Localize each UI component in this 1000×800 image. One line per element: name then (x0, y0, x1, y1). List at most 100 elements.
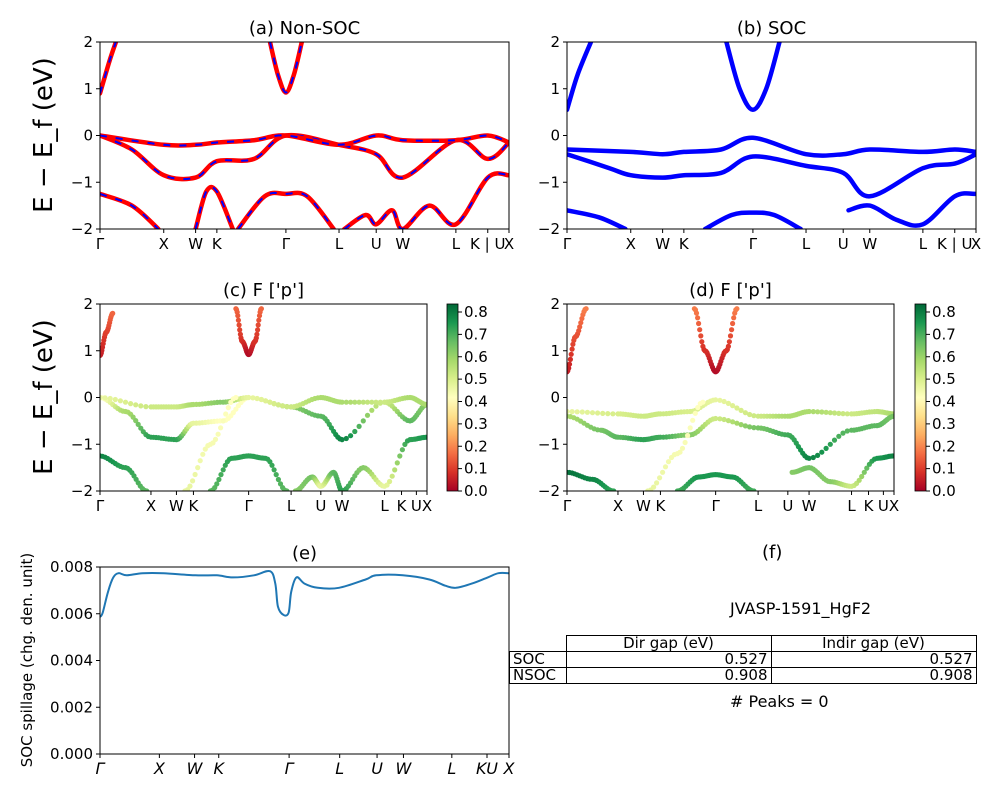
band-point (815, 409, 821, 415)
band-point (727, 333, 734, 339)
band-point (218, 472, 224, 478)
xtick-label: L (452, 235, 461, 253)
nsoc-indir-gap: 0.908 (770, 667, 977, 684)
ytick-label: 1 (550, 342, 560, 360)
panel-title-b: (b) SOC (737, 18, 806, 39)
band-point (424, 434, 427, 440)
colorbar-label: 0.6 (464, 348, 488, 366)
xtick-label: U (371, 759, 383, 778)
row-label-soc: SOC (509, 651, 567, 668)
panel-title-d: (d) F ['p'] (689, 280, 772, 301)
band-point (713, 397, 719, 403)
colorbar-label: 0.3 (932, 415, 956, 433)
band-point (891, 453, 894, 459)
band-point (738, 407, 744, 413)
band-point (836, 410, 842, 416)
band-point (742, 423, 749, 429)
band-point (699, 339, 705, 345)
band-point (665, 459, 672, 465)
colorbar-label: 0.0 (932, 482, 956, 500)
soc-dir-gap: 0.527 (565, 651, 772, 668)
band-point (747, 424, 753, 430)
band-point (235, 313, 241, 319)
band-point (107, 395, 113, 402)
xtick-label: X (159, 235, 169, 253)
band-point (697, 327, 703, 333)
band-point (267, 399, 273, 405)
band-point (840, 411, 846, 417)
band-point (584, 409, 591, 415)
band-point (269, 462, 275, 468)
band-overlay-0 (100, 42, 117, 94)
band-point (840, 430, 846, 436)
band-point (360, 418, 366, 424)
band-point (595, 410, 601, 416)
xtick-label: U (878, 497, 889, 515)
band-point (696, 320, 702, 327)
band-point (369, 399, 375, 405)
band-point (339, 399, 345, 405)
colorbar-label: 0.5 (932, 370, 956, 388)
band-point (567, 365, 572, 371)
band-point (687, 425, 693, 431)
band-point (369, 407, 375, 413)
band-line-e-0 (100, 569, 509, 618)
band-point (610, 411, 616, 417)
band-point (823, 445, 829, 451)
band-point (348, 433, 354, 439)
band-point (574, 409, 580, 415)
xtick-label: W (636, 497, 651, 515)
xtick-label: L (335, 235, 344, 253)
band-point (190, 478, 196, 484)
band-point (200, 451, 206, 457)
xtick-label: W (188, 235, 203, 253)
ytick-label: 2 (550, 295, 560, 313)
band-point (693, 310, 700, 316)
band-point (577, 324, 583, 330)
band-point (679, 445, 686, 451)
xtick-label: K | U (470, 235, 505, 253)
band-point (734, 420, 740, 426)
xtick-label: U (782, 497, 793, 515)
plot-area-e (100, 569, 509, 618)
band-point (271, 467, 277, 473)
colorbar-label: 0.4 (464, 393, 488, 411)
band-point (284, 404, 290, 410)
xtick-label: K (189, 497, 200, 515)
band-line-a-0 (100, 42, 119, 96)
xtick-label: Γ (96, 235, 105, 253)
band-point (578, 320, 584, 326)
xtick-label: W (396, 759, 413, 778)
band-point (212, 436, 219, 442)
xtick-label: Γ (563, 235, 572, 253)
band-point (827, 410, 833, 416)
band-point (717, 416, 723, 422)
band-point (236, 322, 242, 328)
band-point (392, 467, 398, 473)
band-point (583, 306, 589, 312)
ytick-label: −1 (71, 173, 93, 191)
xtick-label: L (754, 497, 763, 515)
ytick-label: −1 (538, 173, 560, 191)
material-id: JVASP-1591_HgF2 (730, 599, 872, 618)
band-point (730, 419, 736, 425)
band-point (713, 415, 719, 422)
band-point (343, 435, 349, 442)
ytick-label: −2 (538, 482, 560, 500)
band-point (135, 421, 141, 427)
band-point (255, 327, 261, 333)
band-point (284, 488, 290, 491)
band-point (698, 333, 704, 339)
band-point (271, 401, 277, 407)
ytick-label: −1 (71, 435, 93, 453)
band-point (844, 428, 850, 434)
band-point (225, 405, 231, 411)
panel-f-title: (f) (762, 542, 783, 563)
ylabel-c: E − E_f (eV) (29, 319, 59, 475)
band-point (700, 399, 706, 405)
band-point (717, 397, 723, 403)
band-point (122, 399, 129, 405)
band-point (263, 398, 269, 404)
band-point (734, 306, 740, 312)
